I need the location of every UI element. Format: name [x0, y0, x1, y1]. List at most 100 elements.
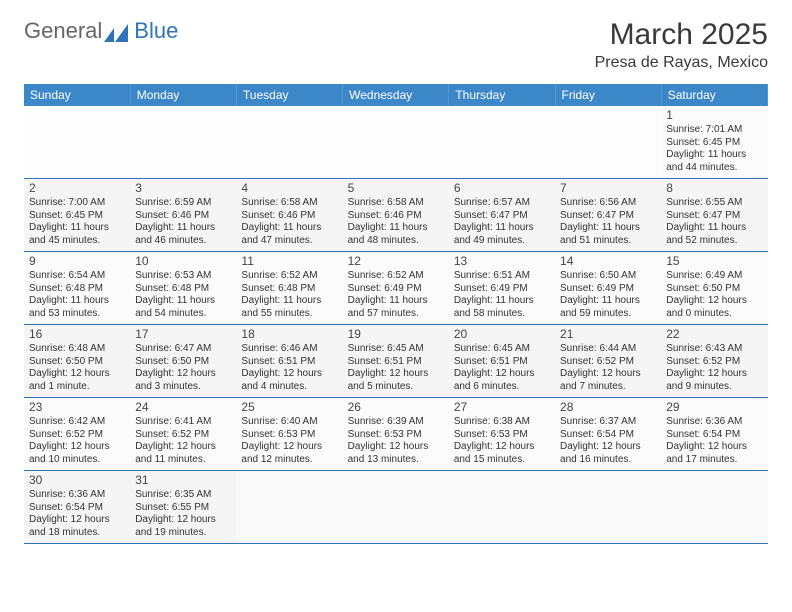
calendar-cell: 24Sunrise: 6:41 AMSunset: 6:52 PMDayligh…: [130, 398, 236, 471]
logo-text-1: General: [24, 18, 102, 44]
calendar-cell: 11Sunrise: 6:52 AMSunset: 6:48 PMDayligh…: [236, 252, 342, 325]
calendar-cell: 10Sunrise: 6:53 AMSunset: 6:48 PMDayligh…: [130, 252, 236, 325]
calendar-cell: [555, 106, 661, 179]
calendar-cell: [555, 471, 661, 544]
month-title: March 2025: [595, 18, 768, 52]
calendar-cell: 3Sunrise: 6:59 AMSunset: 6:46 PMDaylight…: [130, 179, 236, 252]
day-number: 26: [348, 400, 444, 415]
day-number: 27: [454, 400, 550, 415]
calendar-cell: [236, 471, 342, 544]
calendar-cell: 13Sunrise: 6:51 AMSunset: 6:49 PMDayligh…: [449, 252, 555, 325]
sunrise-text: Sunrise: 6:40 AM: [241, 416, 337, 429]
day-number: 12: [348, 254, 444, 269]
day-number: 4: [241, 181, 337, 196]
day-number: 29: [666, 400, 762, 415]
calendar-cell: 23Sunrise: 6:42 AMSunset: 6:52 PMDayligh…: [24, 398, 130, 471]
calendar-cell: 21Sunrise: 6:44 AMSunset: 6:52 PMDayligh…: [555, 325, 661, 398]
calendar-row: 9Sunrise: 6:54 AMSunset: 6:48 PMDaylight…: [24, 252, 768, 325]
daylight-text: Daylight: 12 hours and 0 minutes.: [666, 295, 762, 320]
day-number: 6: [454, 181, 550, 196]
sunrise-text: Sunrise: 6:52 AM: [241, 270, 337, 283]
sunrise-text: Sunrise: 6:52 AM: [348, 270, 444, 283]
sunrise-text: Sunrise: 6:47 AM: [135, 343, 231, 356]
sunrise-text: Sunrise: 6:51 AM: [454, 270, 550, 283]
day-number: 16: [29, 327, 125, 342]
sunrise-text: Sunrise: 6:36 AM: [666, 416, 762, 429]
page-header: General Blue March 2025 Presa de Rayas, …: [24, 18, 768, 72]
calendar-cell: 20Sunrise: 6:45 AMSunset: 6:51 PMDayligh…: [449, 325, 555, 398]
day-number: 9: [29, 254, 125, 269]
sunrise-text: Sunrise: 6:58 AM: [348, 197, 444, 210]
daylight-text: Daylight: 11 hours and 51 minutes.: [560, 222, 656, 247]
day-number: 28: [560, 400, 656, 415]
calendar-cell: 7Sunrise: 6:56 AMSunset: 6:47 PMDaylight…: [555, 179, 661, 252]
sunset-text: Sunset: 6:51 PM: [241, 356, 337, 369]
sunset-text: Sunset: 6:46 PM: [241, 210, 337, 223]
day-number: 23: [29, 400, 125, 415]
title-block: March 2025 Presa de Rayas, Mexico: [595, 18, 768, 72]
sunset-text: Sunset: 6:51 PM: [348, 356, 444, 369]
day-number: 25: [241, 400, 337, 415]
logo-text-2: Blue: [134, 18, 178, 44]
calendar-cell: 26Sunrise: 6:39 AMSunset: 6:53 PMDayligh…: [343, 398, 449, 471]
sunrise-text: Sunrise: 6:56 AM: [560, 197, 656, 210]
day-number: 8: [666, 181, 762, 196]
sunset-text: Sunset: 6:46 PM: [135, 210, 231, 223]
calendar-cell: 1Sunrise: 7:01 AMSunset: 6:45 PMDaylight…: [661, 106, 767, 179]
calendar-cell: 17Sunrise: 6:47 AMSunset: 6:50 PMDayligh…: [130, 325, 236, 398]
calendar-cell: 2Sunrise: 7:00 AMSunset: 6:45 PMDaylight…: [24, 179, 130, 252]
calendar-cell: [236, 106, 342, 179]
sunrise-text: Sunrise: 6:38 AM: [454, 416, 550, 429]
calendar-cell: 19Sunrise: 6:45 AMSunset: 6:51 PMDayligh…: [343, 325, 449, 398]
day-number: 19: [348, 327, 444, 342]
daylight-text: Daylight: 12 hours and 16 minutes.: [560, 441, 656, 466]
sunset-text: Sunset: 6:46 PM: [348, 210, 444, 223]
day-number: 20: [454, 327, 550, 342]
sunrise-text: Sunrise: 6:45 AM: [348, 343, 444, 356]
logo: General Blue: [24, 18, 178, 44]
daylight-text: Daylight: 12 hours and 12 minutes.: [241, 441, 337, 466]
daylight-text: Daylight: 12 hours and 10 minutes.: [29, 441, 125, 466]
sunset-text: Sunset: 6:47 PM: [560, 210, 656, 223]
calendar-cell: [343, 106, 449, 179]
sunrise-text: Sunrise: 6:49 AM: [666, 270, 762, 283]
calendar-cell: [449, 471, 555, 544]
day-number: 17: [135, 327, 231, 342]
daylight-text: Daylight: 12 hours and 9 minutes.: [666, 368, 762, 393]
location-label: Presa de Rayas, Mexico: [595, 54, 768, 72]
sunset-text: Sunset: 6:52 PM: [135, 429, 231, 442]
daylight-text: Daylight: 11 hours and 59 minutes.: [560, 295, 656, 320]
sunrise-text: Sunrise: 6:53 AM: [135, 270, 231, 283]
calendar-cell: [661, 471, 767, 544]
day-number: 3: [135, 181, 231, 196]
day-number: 30: [29, 473, 125, 488]
calendar-cell: 8Sunrise: 6:55 AMSunset: 6:47 PMDaylight…: [661, 179, 767, 252]
daylight-text: Daylight: 11 hours and 46 minutes.: [135, 222, 231, 247]
daylight-text: Daylight: 12 hours and 1 minute.: [29, 368, 125, 393]
calendar-cell: 27Sunrise: 6:38 AMSunset: 6:53 PMDayligh…: [449, 398, 555, 471]
sunrise-text: Sunrise: 6:42 AM: [29, 416, 125, 429]
calendar-cell: 6Sunrise: 6:57 AMSunset: 6:47 PMDaylight…: [449, 179, 555, 252]
day-number: 21: [560, 327, 656, 342]
calendar-cell: 30Sunrise: 6:36 AMSunset: 6:54 PMDayligh…: [24, 471, 130, 544]
daylight-text: Daylight: 11 hours and 53 minutes.: [29, 295, 125, 320]
daylight-text: Daylight: 12 hours and 18 minutes.: [29, 514, 125, 539]
calendar-row: 2Sunrise: 7:00 AMSunset: 6:45 PMDaylight…: [24, 179, 768, 252]
sunset-text: Sunset: 6:47 PM: [666, 210, 762, 223]
day-header: Tuesday: [236, 84, 342, 106]
sunset-text: Sunset: 6:54 PM: [560, 429, 656, 442]
day-header: Sunday: [24, 84, 130, 106]
sunrise-text: Sunrise: 6:39 AM: [348, 416, 444, 429]
day-number: 7: [560, 181, 656, 196]
calendar-cell: 14Sunrise: 6:50 AMSunset: 6:49 PMDayligh…: [555, 252, 661, 325]
daylight-text: Daylight: 11 hours and 44 minutes.: [666, 149, 762, 174]
day-number: 2: [29, 181, 125, 196]
sunset-text: Sunset: 6:52 PM: [29, 429, 125, 442]
daylight-text: Daylight: 11 hours and 58 minutes.: [454, 295, 550, 320]
sunset-text: Sunset: 6:45 PM: [666, 137, 762, 150]
daylight-text: Daylight: 12 hours and 5 minutes.: [348, 368, 444, 393]
day-header: Saturday: [661, 84, 767, 106]
day-number: 31: [135, 473, 231, 488]
daylight-text: Daylight: 12 hours and 19 minutes.: [135, 514, 231, 539]
daylight-text: Daylight: 12 hours and 17 minutes.: [666, 441, 762, 466]
